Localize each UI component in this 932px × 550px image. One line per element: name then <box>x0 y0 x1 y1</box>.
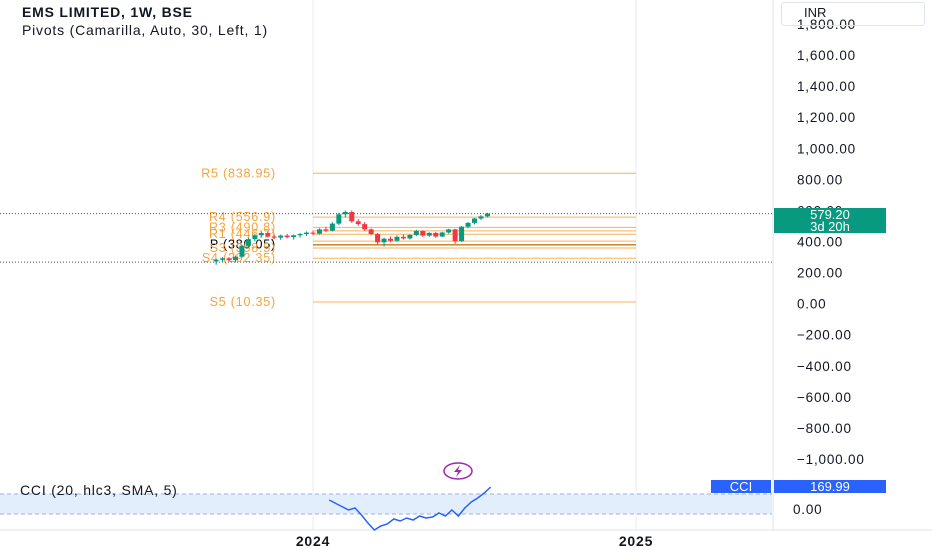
candle-body <box>291 235 297 238</box>
candle-body <box>329 223 335 231</box>
price-tick-label: −200.00 <box>797 328 852 343</box>
candle-body <box>400 236 406 239</box>
time-tick-label: 2024 <box>296 533 330 549</box>
cci-line <box>328 486 492 531</box>
candle-body <box>426 232 432 236</box>
pivot-label-s5: S5 (10.35) <box>210 295 276 309</box>
grid-lines <box>0 0 932 531</box>
candle-body <box>323 229 329 231</box>
candle-body <box>478 216 484 219</box>
candle-body <box>336 214 342 224</box>
pivot-label-r1: R1 (446.7) <box>209 227 276 241</box>
candle-body <box>413 230 419 235</box>
lightning-bolt <box>454 465 462 477</box>
pivot-label-p: P (380.05) <box>210 238 276 252</box>
currency-label: INR <box>804 5 827 20</box>
pivot-label-r3: R3 (490.8) <box>209 220 276 234</box>
candle-body <box>239 245 245 257</box>
price-tick-label: 1,600.00 <box>797 48 856 63</box>
price-tick-label: 400.00 <box>797 235 843 250</box>
price-tick-label: 200.00 <box>797 266 843 281</box>
bar-countdown: 3d 20h <box>810 219 850 234</box>
pivot-label-r5: R5 (838.95) <box>201 166 276 180</box>
candle-body <box>394 236 400 241</box>
cci-pane: 0.00 <box>0 462 822 531</box>
price-tick-label: −600.00 <box>797 390 852 405</box>
currency-selector[interactable]: INR <box>781 2 925 26</box>
price-tick-label: 800.00 <box>797 172 843 187</box>
cci-indicator-label[interactable]: CCI (20, hlc3, SMA, 5) <box>20 482 178 498</box>
candle-body <box>271 236 277 238</box>
cci-name-badge: CCI <box>711 480 771 493</box>
candle-body <box>452 229 458 242</box>
candle-body <box>388 238 394 241</box>
candle-body <box>278 235 284 238</box>
candle-body <box>446 229 452 233</box>
time-tick-label: 2025 <box>619 533 653 549</box>
candle-body <box>465 222 471 227</box>
candle-body <box>265 232 271 237</box>
price-tick-label: −400.00 <box>797 359 852 374</box>
candle-body <box>368 229 374 235</box>
pivot-levels: R5 (838.95)R4 (556.9)R3 (490.8)R1 (446.7… <box>0 166 772 309</box>
price-tick-label: −800.00 <box>797 421 852 436</box>
last-price-badge: 579.20 3d 20h <box>774 208 886 233</box>
cci-zero-label: 0.00 <box>793 502 822 517</box>
cci-band <box>0 494 772 514</box>
candle-body <box>459 226 465 242</box>
candlesticks <box>213 210 490 265</box>
price-tick-label: 1,800.00 <box>797 17 856 32</box>
price-tick-label: −1,000.00 <box>797 452 865 467</box>
candle-body <box>232 256 238 261</box>
candle-body <box>310 232 316 234</box>
candle-body <box>355 221 361 225</box>
price-tick-label: 1,200.00 <box>797 110 856 125</box>
candle-body <box>362 224 368 230</box>
price-axis[interactable]: 1,800.00 1,600.00 1,400.00 1,200.00 1,000.00… <box>797 17 865 467</box>
candle-body <box>316 229 322 234</box>
candle-body <box>484 213 490 217</box>
last-price-value: 579.20 <box>810 207 850 222</box>
pivots-indicator-label[interactable]: Pivots (Camarilla, Auto, 30, Left, 1) <box>22 22 268 38</box>
candle-body <box>252 235 258 240</box>
candle-body <box>304 232 310 235</box>
candle-body <box>381 238 387 243</box>
candle-body <box>375 234 381 243</box>
candle-body <box>433 232 439 237</box>
candle-body <box>439 232 445 237</box>
candle-body <box>245 239 251 246</box>
candle-body <box>420 230 426 236</box>
price-tick-label: 1,000.00 <box>797 141 856 156</box>
price-tick-label: 0.00 <box>797 297 826 312</box>
lightning-icon <box>443 462 473 480</box>
candle-body <box>213 259 219 262</box>
pivot-label-s4: S4 (292.35) <box>202 251 276 265</box>
candle-body <box>297 234 303 236</box>
candle-body <box>226 258 232 261</box>
candle-body <box>407 234 413 239</box>
candle-body <box>220 258 226 260</box>
time-axis[interactable]: 2024 2025 <box>296 533 653 549</box>
candle-body <box>349 211 355 222</box>
candle-body <box>284 235 290 238</box>
candle-body <box>472 218 477 223</box>
candle-body <box>258 232 264 236</box>
cci-value-badge: 169.99 <box>774 480 886 493</box>
price-tick-label: 1,400.00 <box>797 79 856 94</box>
chart-title[interactable]: EMS LIMITED, 1W, BSE <box>22 4 193 20</box>
candle-body <box>342 211 348 215</box>
